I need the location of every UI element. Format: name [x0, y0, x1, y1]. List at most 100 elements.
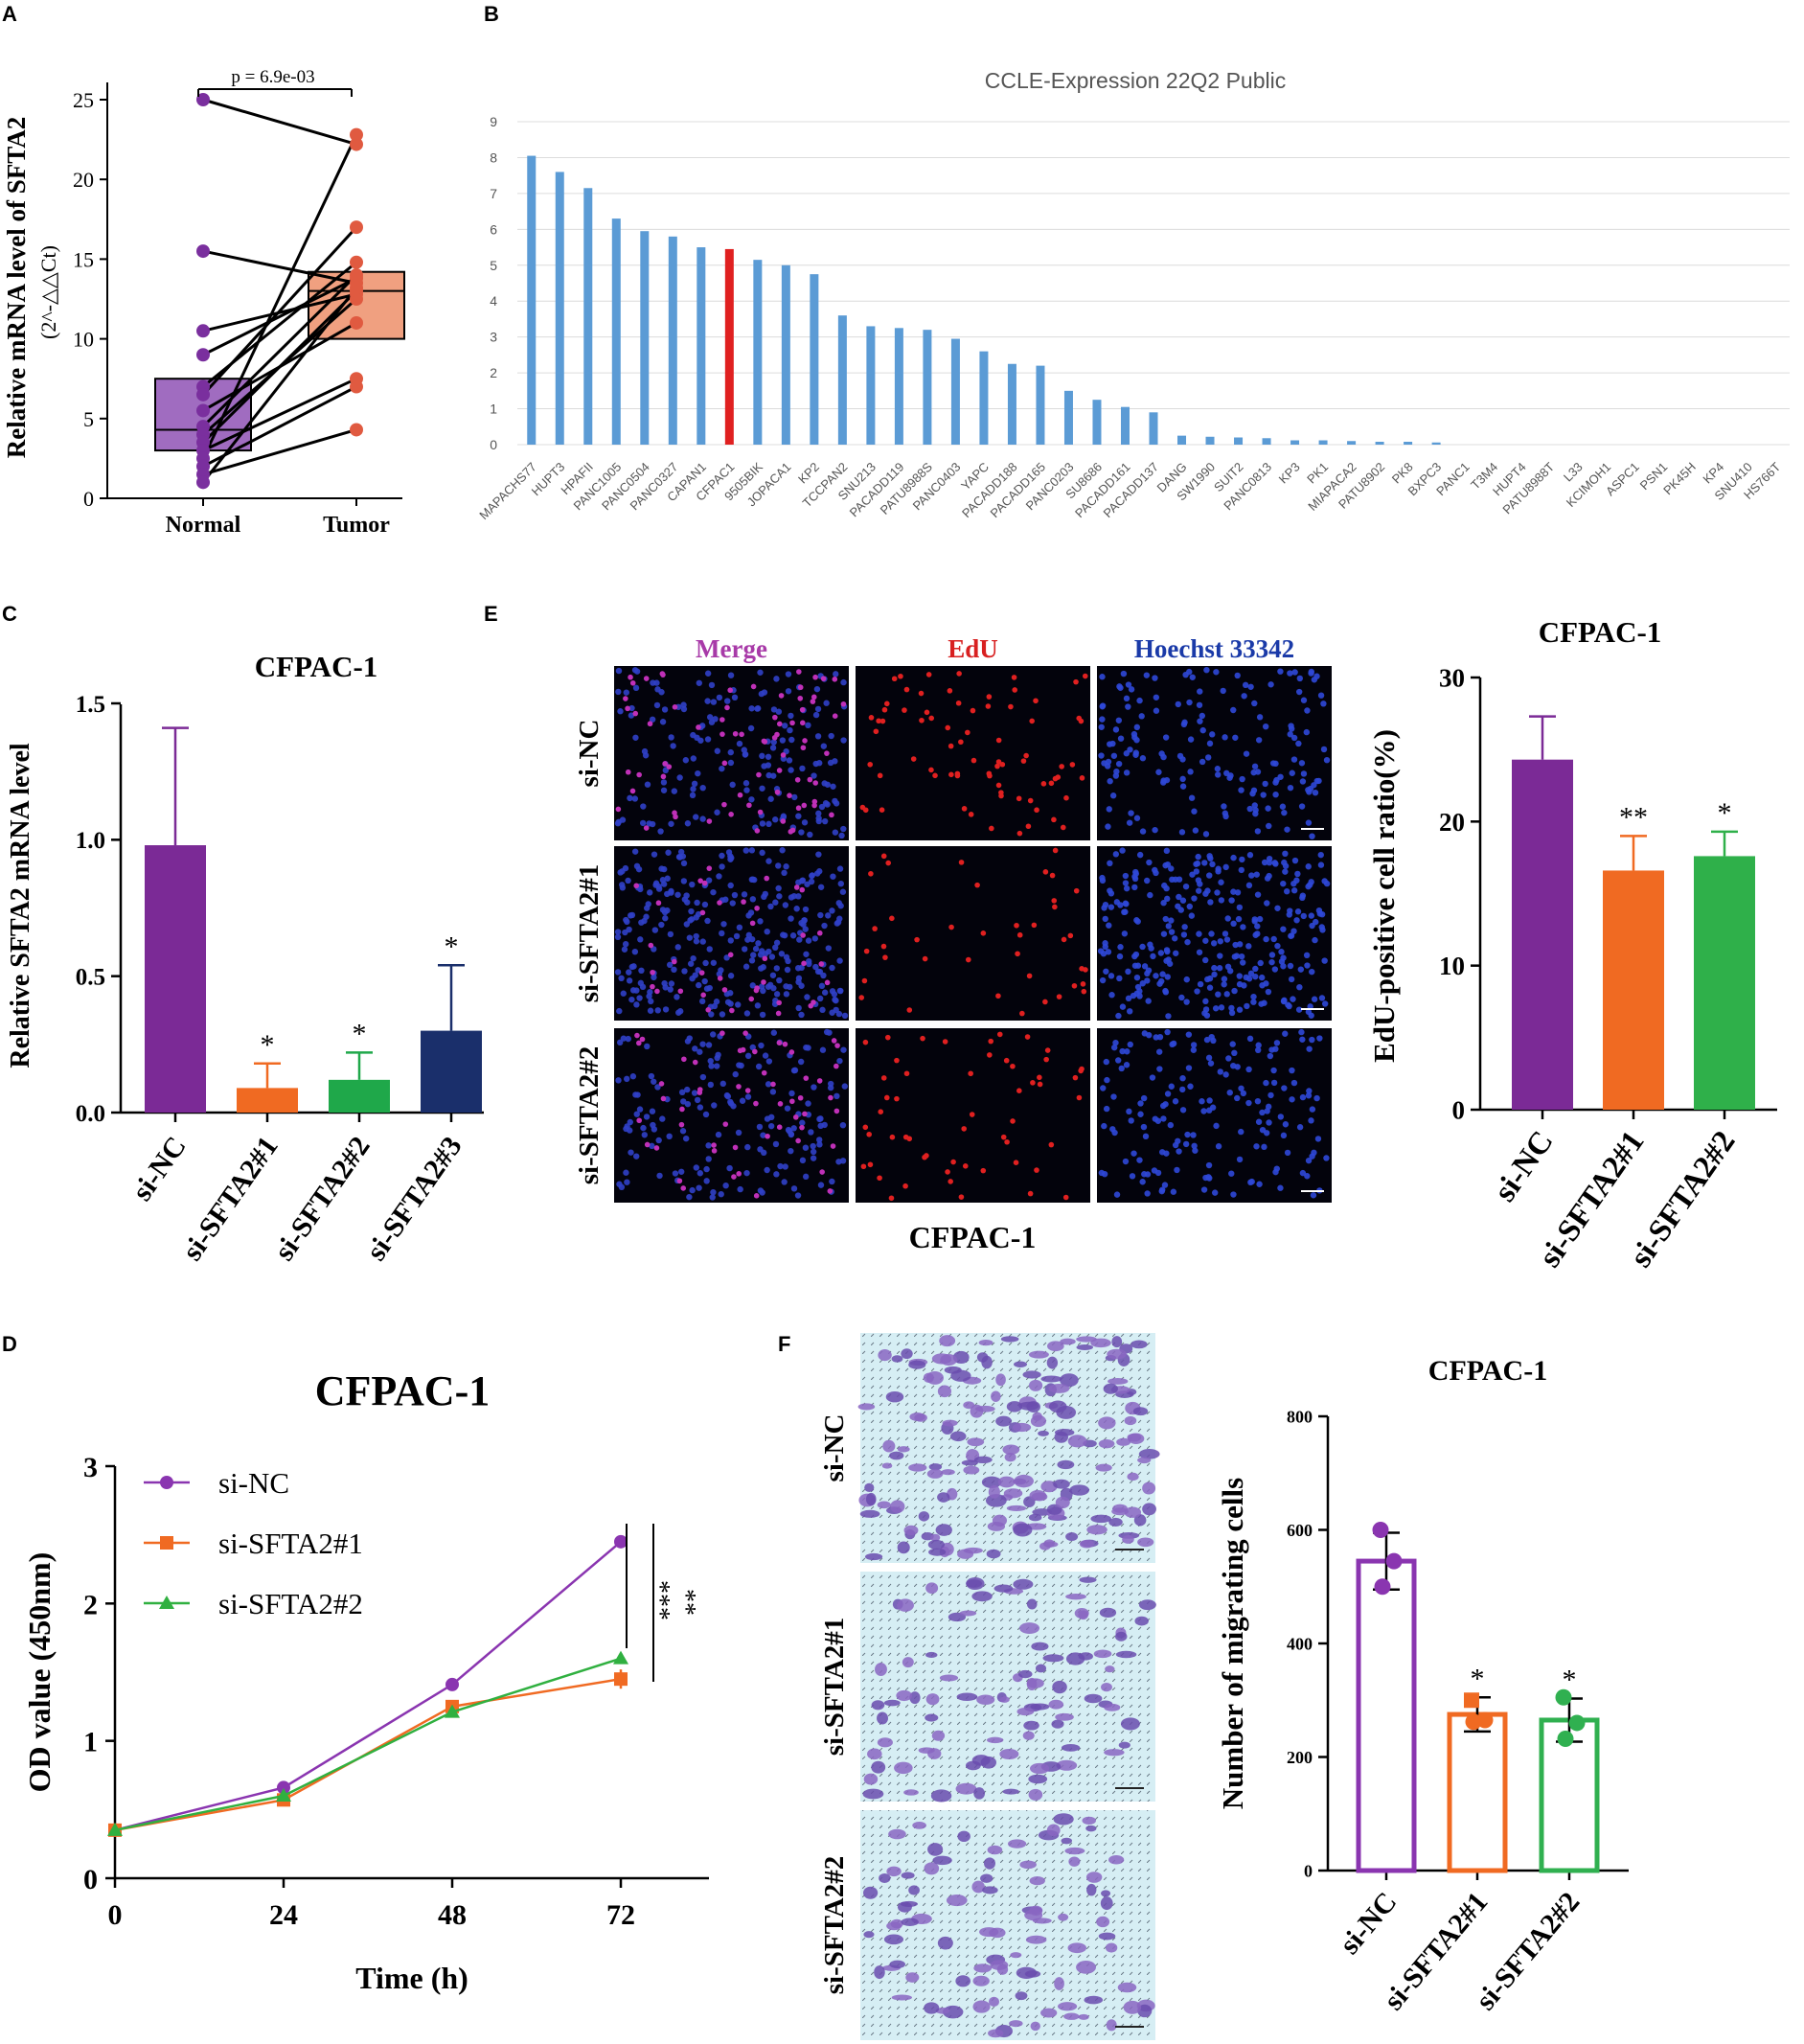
panel-e-nucleus: [614, 933, 622, 941]
panel-e-nucleus: [719, 1011, 726, 1018]
panel-e-nucleus: [1162, 989, 1170, 996]
panel-f-migrated-cell: [1063, 2012, 1080, 2020]
panel-f-migrated-cell: [1016, 1707, 1035, 1716]
panel-f-migrated-cell: [1142, 1481, 1156, 1495]
panel-e-nucleus: [1228, 1009, 1236, 1017]
panel-e-nucleus: [1156, 1048, 1163, 1055]
panel-f-migrated-cell: [1019, 1860, 1037, 1870]
panel-e-nucleus: [631, 848, 639, 855]
panel-a-tumor-point: [350, 255, 363, 269]
panel-e-edu-nucleus: [1059, 764, 1064, 769]
panel-e-edu-nucleus: [928, 767, 934, 773]
panel-e-nucleus: [714, 747, 721, 754]
panel-f-migrated-cell: [1137, 1457, 1152, 1464]
panel-f-migrated-cell: [1022, 1731, 1035, 1740]
panel-e-nucleus: [710, 1031, 717, 1038]
panel-e-nucleus: [781, 1179, 788, 1185]
panel-e-nucleus: [748, 705, 755, 712]
panel-e-edu-nucleus: [950, 1159, 956, 1165]
panel-e-edu-nucleus: [672, 704, 678, 710]
panel-e-edu-nucleus: [816, 930, 823, 936]
panel-e-edu-nucleus: [643, 676, 650, 681]
panel-e-nucleus: [622, 929, 628, 936]
panel-e-nucleus: [1245, 1066, 1252, 1073]
panel-f-migrated-cell: [1015, 1991, 1028, 2001]
panel-e-nucleus: [710, 888, 717, 896]
panel-e-nucleus: [1317, 861, 1325, 868]
panel-e-nucleus: [1128, 1117, 1134, 1124]
panel-e-nucleus: [1226, 1089, 1233, 1096]
panel-e-nucleus: [1256, 915, 1264, 923]
panel-e-edu-nucleus: [906, 1136, 913, 1142]
panel-f-migrated-cell: [1116, 1437, 1131, 1446]
panel-f-migrated-cell: [995, 1415, 1013, 1427]
panel-e-row-label: si-SFTA2#1: [574, 864, 605, 1002]
panel-e-nucleus: [807, 831, 813, 838]
panel-e-nucleus: [1136, 993, 1143, 999]
panel-e-nucleus: [1107, 860, 1113, 867]
panel-d-series-line: [114, 1657, 622, 1832]
panel-e-nucleus: [707, 1057, 714, 1065]
panel-e-edu-nucleus: [885, 860, 892, 866]
panel-e-nucleus: [833, 920, 841, 927]
data-point: [1555, 1688, 1572, 1706]
panel-e-nucleus: [654, 1084, 661, 1091]
panel-e-nucleus: [1186, 699, 1193, 706]
panel-e-edu-nucleus: [818, 961, 825, 967]
panel-e-edu-nucleus: [928, 715, 935, 722]
panel-e-edu-nucleus: [942, 1039, 948, 1045]
panel-f-migrated-cell: [874, 1965, 885, 1980]
panel-e-edu-nucleus: [680, 1185, 687, 1191]
panel-e-nucleus: [1194, 988, 1200, 995]
panel-e-nucleus: [704, 670, 712, 677]
panel-e-edu-nucleus: [636, 1040, 642, 1046]
panel-e-nucleus: [830, 873, 836, 880]
panel-e-nucleus: [1277, 1184, 1284, 1191]
panel-e-nucleus: [1119, 847, 1126, 854]
panel-f-migrated-cell: [1104, 1703, 1121, 1711]
panel-f-migrated-cell: [1093, 1649, 1112, 1659]
panel-e-nucleus: [688, 907, 695, 915]
panel-e-nucleus: [708, 1011, 715, 1018]
panel-e-nucleus: [810, 1155, 817, 1161]
panel-e-edu-nucleus: [902, 1183, 908, 1189]
panel-e-edu-nucleus: [706, 818, 713, 824]
panel-e-nucleus: [727, 748, 734, 756]
panel-e-nucleus: [1139, 828, 1147, 835]
panel-f-migrated-cell: [883, 1699, 901, 1707]
panel-f-migrated-cell: [1003, 1488, 1023, 1499]
panel-f-migrated-cell: [901, 1872, 915, 1879]
panel-e-nucleus: [840, 737, 847, 744]
panel-e-nucleus: [1133, 723, 1141, 731]
category-label: si-NC: [1334, 1886, 1403, 1960]
panel-e-nucleus: [1193, 861, 1199, 867]
panel-e-nucleus: [686, 934, 694, 941]
panel-f-migrated-cell: [886, 1921, 902, 1931]
panel-e-nucleus: [1250, 993, 1257, 1000]
panel-e-edu-nucleus: [761, 979, 766, 985]
panel-f-migrated-cell: [930, 1789, 952, 1803]
panel-e-nucleus: [750, 876, 758, 884]
panel-e-nucleus: [805, 1100, 811, 1107]
panel-f-migrated-cell: [1134, 1616, 1149, 1626]
panel-e-nucleus: [775, 708, 783, 715]
panel-e-edu-nucleus: [1000, 1134, 1007, 1140]
panel-e-nucleus: [1239, 959, 1246, 966]
panel-e-nucleus: [1164, 895, 1171, 903]
panel-e-nucleus: [1274, 942, 1281, 950]
panel-e-nucleus: [681, 968, 688, 975]
panel-e-edu-nucleus: [925, 672, 932, 678]
panel-e-edu-nucleus: [1015, 951, 1020, 957]
panel-e-nucleus: [1139, 1179, 1146, 1185]
panel-e-nucleus: [706, 984, 713, 992]
panel-e-nucleus: [1241, 693, 1247, 700]
panel-e-nucleus: [770, 706, 778, 713]
panel-e-nucleus: [798, 878, 806, 884]
panel-e-nucleus: [1231, 987, 1238, 995]
panel-e-nucleus: [638, 967, 645, 975]
panel-e-nucleus: [819, 1046, 827, 1053]
panel-b-bar: [640, 231, 650, 445]
panel-e-nucleus: [716, 694, 723, 701]
panel-f-migrated-cell: [1048, 1383, 1070, 1393]
panel-e-edu-nucleus: [799, 720, 806, 726]
